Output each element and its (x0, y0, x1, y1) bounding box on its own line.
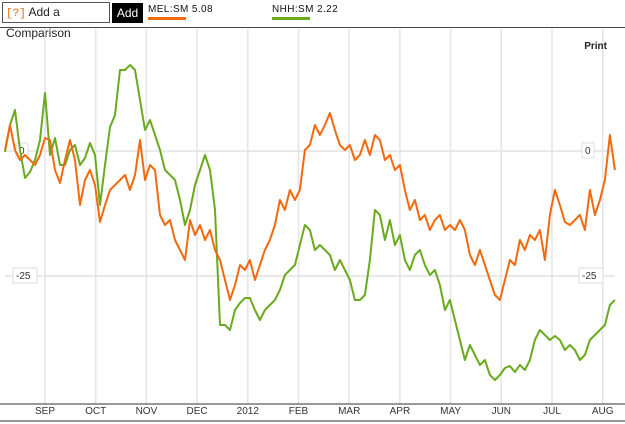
print-button[interactable]: Print (584, 41, 607, 52)
legend-item-mel[interactable]: MEL:SM 5.08 (148, 4, 213, 20)
x-tick-label: 2012 (237, 406, 260, 417)
x-tick-label: FEB (289, 406, 309, 417)
add-comparison-label: Add a Comparison (6, 5, 71, 40)
x-tick-label: OCT (85, 406, 106, 417)
series-line-mel-sm (4, 112, 616, 301)
legend-swatch (148, 17, 186, 20)
y-tick-label-right: 0 (585, 146, 591, 157)
header-divider (0, 27, 625, 28)
x-tick-label: MAY (440, 406, 461, 417)
y-tick-box (578, 267, 604, 284)
legend-label: MEL:SM 5.08 (148, 4, 213, 15)
y-tick-label-left: -25 (16, 271, 31, 282)
x-tick-label: JUL (543, 406, 561, 417)
add-comparison-input[interactable]: [?] Add a Comparison (2, 2, 110, 40)
x-tick-label: MAR (338, 406, 360, 417)
legend-label: NHH:SM 2.22 (272, 4, 339, 15)
y-tick-box (12, 267, 38, 284)
help-icon[interactable]: [?] (6, 8, 26, 20)
add-button[interactable]: Add (112, 3, 143, 23)
x-tick-label: APR (390, 406, 411, 417)
x-tick-label: NOV (136, 406, 158, 417)
x-tick-label: AUG (592, 406, 614, 417)
x-tick-label: DEC (187, 406, 208, 417)
x-tick-label: JUN (492, 406, 511, 417)
y-tick-label-right: -25 (582, 271, 597, 282)
legend-swatch (272, 17, 310, 20)
y-tick-box (581, 142, 595, 159)
legend-item-nhh[interactable]: NHH:SM 2.22 (272, 4, 338, 20)
series-line-nhh-sm (4, 64, 616, 381)
x-tick-label: SEP (35, 406, 55, 417)
y-tick-label-left: 0 (19, 146, 25, 157)
